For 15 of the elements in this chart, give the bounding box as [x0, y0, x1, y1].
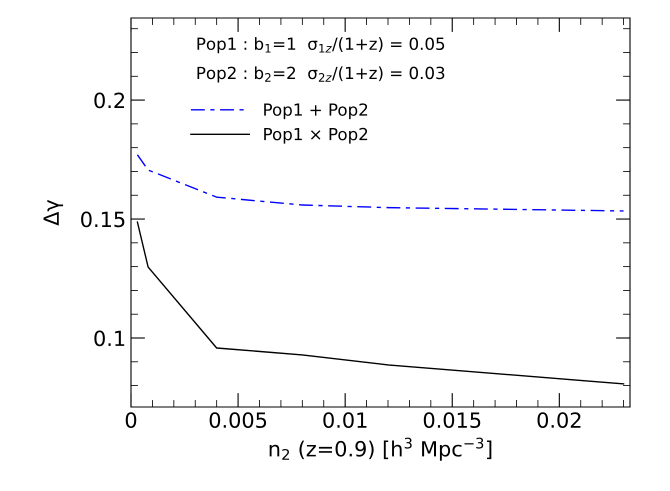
annotation: Pop2 : b$_{2}$=2 σ$_{2z}$/(1+z) = 0.03 [198, 66, 444, 82]
line-series [136, 154, 624, 212]
x-tick-label: 0.005 [210, 412, 266, 428]
x-tick-label: 0.015 [424, 412, 480, 428]
legend-label: Pop1 × Pop2 [264, 128, 368, 144]
y-tick-label: 0.1 [94, 330, 124, 346]
x-tick-label: 0 [126, 412, 136, 428]
x-tick-label: 0.01 [323, 412, 366, 428]
x-tick-label: 0.02 [538, 412, 580, 428]
y-tick-label: 0.2 [94, 92, 124, 108]
x-axis-title: n$_{2}$ (z=0.9) [h$^{3}$ Mpc$^{−3}$] [270, 438, 492, 461]
y-axis-title: Δγ [44, 200, 64, 226]
legend-label: Pop1 + Pop2 [264, 103, 368, 120]
annotation: Pop1 : b$_{1}$=1 σ$_{1z}$/(1+z) = 0.05 [198, 37, 444, 54]
y-tick-label: 0.15 [81, 211, 124, 228]
